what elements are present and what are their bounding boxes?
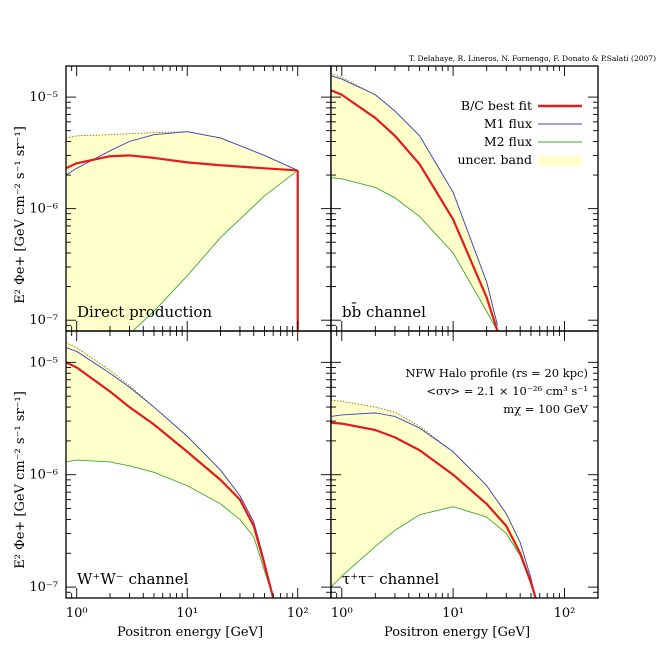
credit-text: T. Delahaye, R. Lineros, N. Fornengo, F.… [409, 54, 656, 63]
legend: B/C best fit M1 flux M2 flux uncer. band [457, 98, 582, 167]
ticks [65, 66, 332, 332]
legend-best-label: B/C best fit [461, 98, 532, 113]
legend-m2-label: M2 flux [484, 134, 532, 149]
info-line-1: NFW Halo profile (rs = 20 kpc) [405, 366, 588, 380]
y-tick-label: 10⁻⁶ [29, 202, 58, 217]
legend-band-swatch [538, 156, 582, 166]
panel-frame [330, 330, 599, 599]
y-tick-label: 10⁻⁶ [29, 468, 58, 483]
m2-flux-line [132, 170, 299, 331]
plot-area-2 [331, 73, 499, 331]
best-fit-line [331, 421, 537, 598]
uncertainty-band [66, 131, 298, 331]
m1-flux-line [331, 412, 537, 598]
legend-band-label: uncer. band [457, 152, 532, 167]
legend-m1-label: M1 flux [484, 116, 532, 131]
plot-area-3 [66, 342, 275, 598]
panel-1: 10⁻⁵ 10⁻⁶ 10⁻⁷ Direct production [29, 65, 332, 332]
y-tick-label: 10⁻⁷ [29, 580, 58, 595]
panel-label: Direct production [77, 303, 212, 321]
x-tick-label: 10¹ [442, 606, 464, 621]
x-axis-label-right: Positron energy [GeV] [384, 625, 530, 640]
info-box: NFW Halo profile (rs = 20 kpc) <σv> = 2.… [405, 366, 588, 416]
info-line-2: <σv> = 2.1 × 10⁻²⁶ cm³ s⁻¹ [426, 384, 588, 398]
best-fit-line [331, 89, 499, 331]
uncertainty-band [331, 73, 498, 331]
m1-flux-line [66, 131, 298, 176]
y-axis-label-bottom: E² Φe+ [GeV cm⁻² s⁻¹ sr⁻¹] [13, 391, 28, 569]
y-tick-label: 10⁻⁷ [29, 313, 58, 328]
x-tick-label: 10² [554, 606, 576, 621]
y-tick-label: 10⁻⁵ [29, 90, 58, 105]
m2-flux-line [66, 459, 274, 598]
ticks [65, 331, 332, 599]
x-axis-label-left: Positron energy [GeV] [117, 625, 263, 640]
x-tick-label: 10² [287, 606, 309, 621]
y-tick-label: 10⁻⁵ [29, 355, 58, 370]
best-fit-line [66, 361, 275, 598]
info-line-3: mχ = 100 GeV [503, 402, 588, 416]
panels: 10⁻⁵ 10⁻⁶ 10⁻⁷ Direct production bb̄ channel… [29, 65, 599, 621]
best-fit-line [66, 154, 298, 172]
plot-area-1 [66, 131, 299, 331]
y-axis-label-top: E² Φe+ [GeV cm⁻² s⁻¹ sr⁻¹] [13, 126, 28, 304]
panel-4: 10⁰ 10¹ 10² τ⁺τ⁻ channel [330, 330, 599, 621]
m2-flux-line [331, 177, 498, 331]
panel-3: 10⁻⁵ 10⁻⁶ 10⁻⁷ 10⁰ 10¹ 10² W⁺W⁻ channel [29, 330, 332, 621]
uncertainty-band [331, 400, 536, 598]
ticks [330, 66, 599, 332]
x-tick-label: 10¹ [176, 606, 198, 621]
panel-label: W⁺W⁻ channel [77, 570, 189, 588]
x-tick-label: 10⁰ [66, 606, 88, 621]
m1-flux-line [331, 75, 498, 326]
panel-2: bb̄ channel [330, 65, 599, 332]
uncertainty-band [66, 342, 274, 598]
x-tick-label: 10⁰ [331, 606, 353, 621]
panel-label: τ⁺τ⁻ channel [342, 570, 439, 588]
ticks [330, 331, 599, 599]
plot-area-4 [331, 399, 537, 598]
panel-label: bb̄ channel [342, 303, 426, 321]
